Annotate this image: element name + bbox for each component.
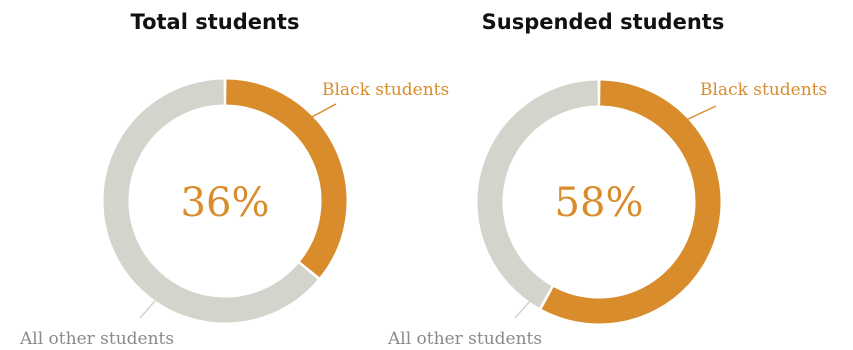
- chart-title: Suspended students: [482, 10, 725, 34]
- slice-label-black: Black students: [700, 80, 827, 100]
- donut: [103, 79, 347, 323]
- donut-slice-black-students: [541, 80, 721, 324]
- slice-label-other: All other students: [387, 329, 542, 349]
- donut-slice-all-other-students: [477, 80, 599, 308]
- slice-label-other: All other students: [19, 329, 174, 349]
- donut-panel-total: Total students 36% Black students All ot…: [19, 10, 449, 349]
- leader-line-other: [139, 300, 156, 319]
- chart-title: Total students: [131, 10, 300, 34]
- donut: [477, 80, 721, 324]
- slice-label-black: Black students: [322, 80, 449, 100]
- leader-line-other: [514, 300, 531, 319]
- donut-slice-all-other-students: [103, 79, 318, 323]
- center-value: 58%: [555, 180, 644, 226]
- center-value: 36%: [181, 180, 270, 226]
- leader-line-black: [685, 105, 717, 121]
- donut-slice-black-students: [225, 79, 347, 278]
- donut-panel-suspended: Suspended students 58% Black students Al…: [387, 10, 827, 349]
- leader-line-black: [309, 103, 337, 119]
